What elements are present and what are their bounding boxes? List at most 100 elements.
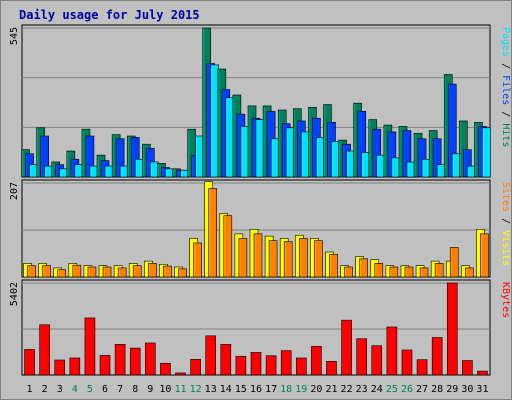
- x-tick-label-day-8: 8: [132, 384, 138, 395]
- bar-sites-day-27: [419, 267, 429, 278]
- bar-kbytes-day-11: [175, 372, 186, 376]
- bar-pages-day-31: [482, 127, 491, 178]
- bar-kbytes-day-6-body: [99, 355, 111, 376]
- panel-kbytes-legend: KBytes: [500, 282, 511, 318]
- x-tick-label-day-23: 23: [356, 384, 368, 395]
- bar-kbytes-day-13: [205, 335, 217, 376]
- bar-sites-day-16: [253, 233, 263, 278]
- bar-kbytes-day-27: [416, 359, 428, 376]
- x-tick-label-day-29: 29: [446, 384, 458, 395]
- bar-kbytes-day-7-body: [114, 344, 126, 376]
- x-tick-label-day-16: 16: [250, 384, 262, 395]
- bar-sites-day-26: [404, 266, 414, 278]
- x-tick-label-day-3: 3: [57, 384, 63, 395]
- legend-segment: Hits: [500, 123, 511, 147]
- bar-kbytes-day-1: [24, 349, 35, 376]
- bar-sites-day-14-body: [223, 215, 233, 278]
- bar-sites-day-17: [268, 240, 278, 278]
- bar-kbytes-day-18-body: [280, 350, 292, 376]
- legend-segment: KBytes: [500, 282, 511, 318]
- bar-sites-day-5: [87, 266, 97, 278]
- bar-kbytes-day-22: [341, 319, 352, 376]
- bar-kbytes-day-15: [235, 355, 247, 376]
- bar-sites-day-13: [208, 188, 218, 278]
- bar-kbytes-day-30: [462, 360, 473, 376]
- bar-sites-day-30: [465, 267, 474, 278]
- x-tick-label-day-26: 26: [401, 384, 413, 395]
- bar-kbytes-day-8: [129, 347, 141, 376]
- bar-kbytes-day-29-body: [446, 282, 458, 376]
- bar-sites-day-20-body: [314, 240, 323, 278]
- legend-segment: Files: [500, 75, 511, 105]
- bar-kbytes-day-19: [295, 357, 307, 376]
- x-tick-label-day-5: 5: [87, 384, 93, 395]
- bar-kbytes-day-19-body: [295, 357, 307, 376]
- bar-kbytes-day-11-body: [175, 372, 186, 376]
- bar-sites-day-10-body: [163, 265, 172, 278]
- bar-kbytes-day-27-body: [416, 359, 428, 376]
- bar-kbytes-day-16-body: [250, 352, 262, 376]
- bar-kbytes-day-17-body: [265, 355, 277, 376]
- bar-sites-day-24-body: [374, 263, 384, 278]
- bar-sites-day-25: [389, 266, 399, 278]
- bar-sites-day-10: [163, 265, 172, 278]
- bar-kbytes-day-15-body: [235, 355, 247, 376]
- x-tick-label-day-24: 24: [371, 384, 383, 395]
- bar-sites-day-14: [223, 215, 233, 278]
- bar-kbytes-day-28-body: [431, 337, 443, 376]
- x-tick-label-day-17: 17: [265, 384, 277, 395]
- bar-kbytes-day-14: [220, 344, 232, 376]
- bar-kbytes-day-26-body: [401, 349, 413, 376]
- bar-sites-day-1: [27, 265, 36, 278]
- bar-sites-day-18: [283, 241, 293, 278]
- bar-kbytes-day-12: [190, 359, 201, 376]
- bar-kbytes-day-20: [311, 346, 322, 376]
- panel-kbytes-max-label: 5402: [9, 282, 20, 306]
- legend-segment: Pages: [500, 27, 511, 57]
- bar-kbytes-day-14-body: [220, 344, 232, 376]
- bar-sites-day-7: [117, 267, 127, 278]
- bar-kbytes-day-5-body: [84, 317, 96, 376]
- bar-kbytes-day-2-body: [39, 324, 50, 376]
- x-tick-label-day-21: 21: [325, 384, 337, 395]
- bar-sites-day-27-body: [419, 267, 429, 278]
- bar-kbytes-day-29: [446, 282, 458, 376]
- bar-kbytes-day-16: [250, 352, 262, 376]
- x-tick-label-day-10: 10: [159, 384, 171, 395]
- legend-segment: /: [500, 212, 511, 230]
- bar-kbytes-day-20-body: [311, 346, 322, 376]
- bar-kbytes-day-25-body: [386, 326, 398, 376]
- x-tick-label-day-28: 28: [431, 384, 443, 395]
- bar-sites-day-1-body: [27, 265, 36, 278]
- bar-kbytes-day-24: [371, 345, 383, 376]
- bar-kbytes-day-18: [280, 350, 292, 376]
- x-tick-label-day-7: 7: [117, 384, 123, 395]
- bar-sites-day-19-body: [298, 238, 308, 278]
- bar-sites-day-15-body: [238, 238, 248, 278]
- bar-kbytes-day-10: [160, 362, 171, 376]
- bar-sites-day-6: [102, 266, 112, 278]
- bar-sites-day-31: [480, 233, 489, 278]
- bar-kbytes-day-1-body: [24, 349, 35, 376]
- bar-sites-day-3: [57, 269, 67, 278]
- x-tick-label-day-27: 27: [416, 384, 428, 395]
- bar-kbytes-day-21: [326, 361, 337, 376]
- x-tick-label-day-2: 2: [42, 384, 48, 395]
- bar-pages-day-31-body: [482, 127, 491, 178]
- panel-hits-files-pages-legend: Pages / Files / Hits: [500, 27, 511, 147]
- bar-kbytes-day-4: [69, 357, 81, 376]
- bar-kbytes-day-31: [477, 370, 488, 376]
- panel-visits-sites-legend: Sites / Visits: [500, 182, 511, 266]
- bar-kbytes-day-26: [401, 349, 413, 376]
- x-tick-label-day-20: 20: [310, 384, 322, 395]
- x-tick-label-day-13: 13: [205, 384, 217, 395]
- bar-sites-day-16-body: [253, 233, 263, 278]
- bar-sites-day-18-body: [283, 241, 293, 278]
- bar-sites-day-29: [449, 247, 459, 278]
- bar-sites-day-11-body: [178, 268, 187, 278]
- bar-kbytes-day-3: [54, 359, 66, 376]
- bar-kbytes-day-13-body: [205, 335, 217, 376]
- bar-sites-day-3-body: [57, 269, 67, 278]
